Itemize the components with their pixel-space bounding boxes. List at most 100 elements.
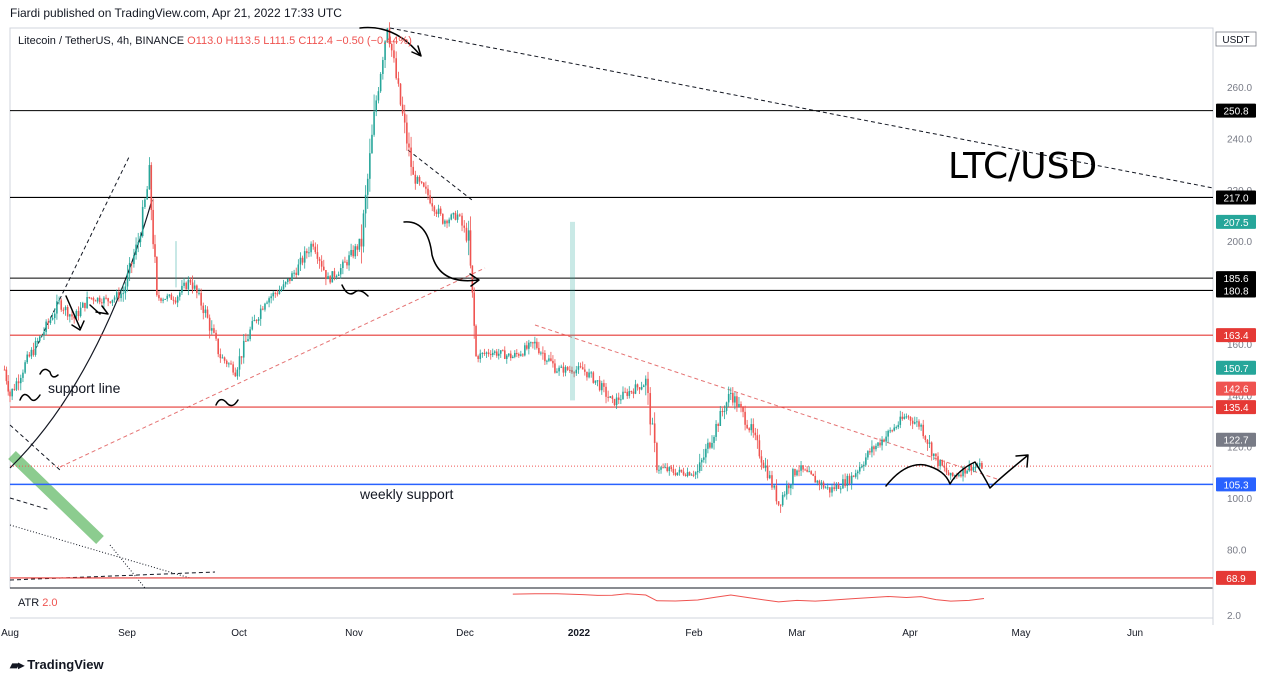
candle-body [958,474,960,477]
candle-body [664,467,666,469]
candle-body [187,279,190,290]
candle-body [128,262,131,274]
candle-body [613,398,616,406]
candle-body [206,309,209,318]
candle-body [820,482,823,486]
candle-body [766,465,769,479]
candle-body [856,471,859,474]
candle-body [642,385,645,388]
candle-body [575,369,578,374]
candle-body [636,384,639,388]
candle-body [748,428,750,431]
candle-body [775,485,778,502]
candle-body [678,469,681,473]
candle-body [688,472,691,476]
candle-body [771,475,773,488]
candle-body [350,249,352,256]
candle-body [605,386,607,397]
candle-body [174,300,177,303]
candle-body [913,422,916,424]
candle-body [501,350,504,352]
candle-body [672,468,675,473]
candle-body [790,484,792,489]
candle-body [592,372,595,383]
currency-label: USDT [1222,35,1249,46]
candle-body [883,439,885,442]
candle-body [223,357,226,361]
candle-body [45,321,47,333]
candle-body [922,424,925,437]
price-tag-label: 180.8 [1223,286,1248,297]
candle-body [891,430,893,432]
candle-body [164,298,166,300]
candle-body [740,404,742,408]
plot-frame [9,27,1214,589]
candle-body [628,391,631,396]
support-line-annotation: support line [48,380,121,396]
candle-body [615,397,618,406]
candle-body [221,357,224,359]
candle-body [550,358,552,361]
candle-body [638,387,641,390]
candle-body [909,416,912,421]
candle-body [962,467,964,477]
candle-body [560,366,563,368]
candle-body [477,356,479,360]
candle-body [951,472,954,476]
candle-body [56,301,58,314]
candle-body [373,111,375,135]
candle-body [920,424,922,427]
candle-body [626,391,629,396]
candle-body [564,367,567,373]
candle-body [877,442,879,446]
candle-body [822,482,825,488]
candle-body [947,472,950,476]
x-tick-label: Sep [118,628,136,639]
candle-body [388,28,391,44]
candle-body [588,372,590,378]
candle-body [945,467,948,473]
candle-body [899,416,902,425]
candle-body [371,134,373,154]
candle-body [911,420,914,424]
left-dotted-b [109,544,146,589]
candle-body [867,451,869,458]
candle-body [107,298,109,302]
candle-body [762,462,765,468]
candle-body [247,339,249,342]
candle-body [60,300,63,310]
candle-body [272,292,275,297]
candle-body [584,369,586,372]
left-dotted-a [9,524,191,579]
candle-body [19,377,22,384]
atr-indicator-legend: ATR 2.0 [18,597,58,609]
candle-body [682,471,685,475]
candle-body [887,430,889,437]
candle-body [240,356,243,358]
drop-curve-arrow [403,221,480,287]
candle-body [111,299,114,303]
candle-body [308,252,310,254]
ltc-usd-annotation: LTC/USD [948,146,1098,187]
candle-body [736,396,738,408]
candle-body [897,424,900,428]
candle-body [528,342,530,349]
x-tick-label: Aug [1,628,19,639]
candle-body [49,319,52,324]
candle-body [779,504,782,506]
candle-body [562,366,565,373]
candle-body [569,369,571,371]
candle-body [479,353,482,360]
candle-body [259,308,262,319]
candle-body [901,416,904,419]
candle-body [974,466,977,468]
candle-body [893,427,896,431]
candle-body [200,292,202,306]
candle-body [603,383,605,387]
candle-body [17,381,20,384]
candle-body [548,358,550,361]
candle-body [534,341,536,344]
candle-body [577,366,580,370]
candle-body [656,442,658,471]
